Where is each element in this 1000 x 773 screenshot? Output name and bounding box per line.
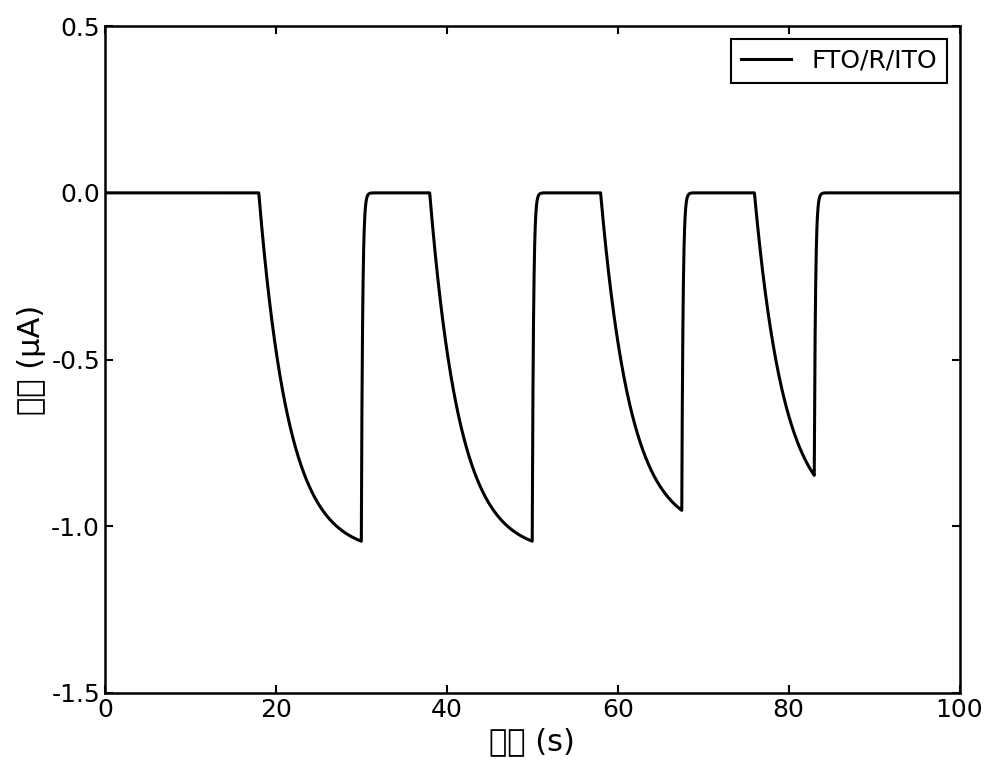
FTO/R/ITO [563,188,575,197]
FTO/R/ITO [954,188,966,197]
FTO/R/ITO [99,188,111,197]
FTO/R/ITO [426,218,438,227]
Line: FTO/R/ITO: FTO/R/ITO [105,192,960,541]
FTO/R/ITO [614,348,626,357]
FTO/R/ITO [526,536,538,546]
Legend: FTO/R/ITO: FTO/R/ITO [731,39,947,83]
Y-axis label: 电流 (μA): 电流 (μA) [17,305,46,414]
FTO/R/ITO [305,485,317,494]
X-axis label: 时间 (s): 时间 (s) [489,727,575,756]
FTO/R/ITO [157,188,169,197]
FTO/R/ITO [733,188,745,197]
